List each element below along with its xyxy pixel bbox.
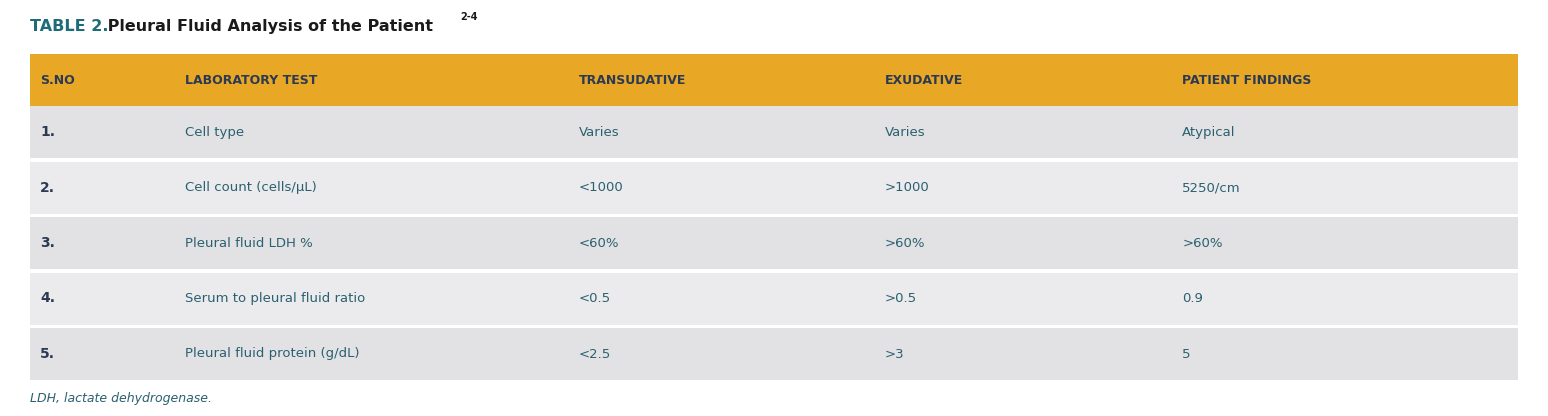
Text: EXUDATIVE: EXUDATIVE xyxy=(884,74,963,87)
Text: Cell count (cells/μL): Cell count (cells/μL) xyxy=(184,181,316,194)
Text: >3: >3 xyxy=(884,347,904,361)
Text: >60%: >60% xyxy=(884,237,926,250)
Text: >0.5: >0.5 xyxy=(884,292,916,305)
Text: Pleural Fluid Analysis of the Patient: Pleural Fluid Analysis of the Patient xyxy=(102,19,433,34)
Text: Serum to pleural fluid ratio: Serum to pleural fluid ratio xyxy=(184,292,365,305)
Text: 2-4: 2-4 xyxy=(460,12,477,22)
Text: 3.: 3. xyxy=(40,236,54,250)
Text: Varies: Varies xyxy=(579,126,619,139)
Bar xyxy=(29,217,1519,269)
Text: Atypical: Atypical xyxy=(1183,126,1235,139)
Text: Pleural fluid protein (g/dL): Pleural fluid protein (g/dL) xyxy=(184,347,359,361)
Bar xyxy=(29,106,1519,158)
Text: 5250/cm: 5250/cm xyxy=(1183,181,1241,194)
Text: <60%: <60% xyxy=(579,237,619,250)
Text: 5: 5 xyxy=(1183,347,1190,361)
Text: 4.: 4. xyxy=(40,292,56,305)
Bar xyxy=(29,54,1519,106)
Text: <2.5: <2.5 xyxy=(579,347,611,361)
Text: >1000: >1000 xyxy=(884,181,929,194)
Bar xyxy=(29,161,1519,213)
Text: <1000: <1000 xyxy=(579,181,624,194)
Text: LABORATORY TEST: LABORATORY TEST xyxy=(184,74,317,87)
Bar xyxy=(29,272,1519,324)
Text: TABLE 2.: TABLE 2. xyxy=(29,19,108,34)
Text: 5.: 5. xyxy=(40,347,56,361)
Text: Cell type: Cell type xyxy=(184,126,245,139)
Text: Varies: Varies xyxy=(884,126,926,139)
Text: 0.9: 0.9 xyxy=(1183,292,1203,305)
Text: 2.: 2. xyxy=(40,181,56,195)
Text: Pleural fluid LDH %: Pleural fluid LDH % xyxy=(184,237,313,250)
Text: >60%: >60% xyxy=(1183,237,1223,250)
Text: PATIENT FINDINGS: PATIENT FINDINGS xyxy=(1183,74,1311,87)
Text: LDH, lactate dehydrogenase.: LDH, lactate dehydrogenase. xyxy=(29,392,212,405)
Text: <0.5: <0.5 xyxy=(579,292,611,305)
Text: TRANSUDATIVE: TRANSUDATIVE xyxy=(579,74,686,87)
Bar xyxy=(29,328,1519,380)
Text: 1.: 1. xyxy=(40,125,56,139)
Text: S.NO: S.NO xyxy=(40,74,74,87)
